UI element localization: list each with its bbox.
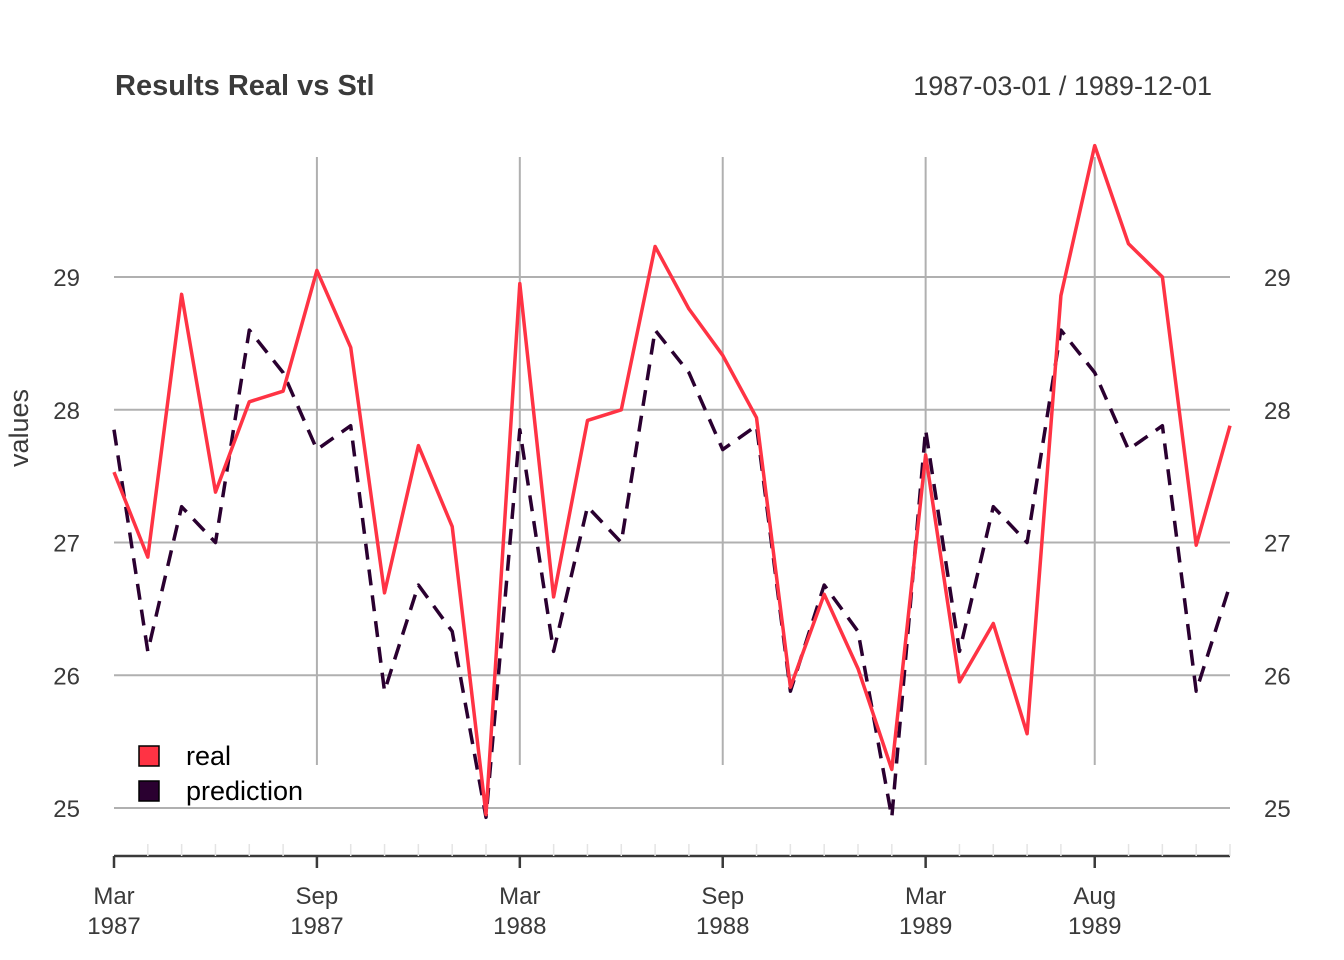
y-tick-label-left: 29	[53, 265, 80, 292]
x-tick-label-month: Aug	[1073, 883, 1116, 910]
x-tick-label-year: 1989	[1068, 913, 1121, 940]
series-line-real	[112, 143, 1232, 817]
y-tick-label-left: 26	[53, 663, 80, 690]
y-tick-label-right: 28	[1264, 398, 1291, 425]
legend: real prediction	[138, 741, 303, 806]
vertical-gridlines	[315, 157, 1096, 765]
x-axis: Mar 1987 Sep 1987 Mar 1988 Sep 1988 Mar 1989 Aug 19…	[87, 844, 1231, 940]
y-tick-label-left: 25	[53, 796, 80, 823]
x-tick-label-year: 1988	[696, 913, 749, 940]
series-layer	[112, 143, 1232, 820]
y-tick-label-left: 28	[53, 398, 80, 425]
y-tick-label-right: 25	[1264, 796, 1291, 823]
y-tick-label-left: 27	[53, 531, 80, 558]
horizontal-gridlines	[114, 276, 1230, 809]
x-tick-label-month: Mar	[499, 883, 540, 910]
legend-swatch-prediction	[138, 780, 160, 802]
date-range: 1987-03-01 / 1989-12-01	[913, 71, 1212, 101]
x-tick-label-year: 1987	[290, 913, 343, 940]
chart-title: Results Real vs Stl	[115, 70, 375, 102]
x-tick-label-month: Sep	[296, 883, 339, 910]
series-line-prediction	[112, 328, 1232, 820]
x-tick-label-month: Mar	[93, 883, 134, 910]
y-tick-label-right: 26	[1264, 663, 1291, 690]
y-axis-label: values	[4, 389, 34, 467]
legend-label-real: real	[186, 741, 231, 771]
legend-label-prediction: prediction	[186, 776, 303, 806]
x-tick-label-year: 1989	[899, 913, 952, 940]
x-tick-label-year: 1987	[87, 913, 140, 940]
x-tick-label-month: Mar	[905, 883, 946, 910]
x-tick-label-year: 1988	[493, 913, 546, 940]
legend-swatch-real	[138, 745, 160, 767]
y-tick-label-right: 27	[1264, 531, 1291, 558]
y-tick-label-right: 29	[1264, 265, 1291, 292]
x-tick-label-month: Sep	[701, 883, 744, 910]
y-tick-labels: 25 25 26 26 27 27 28 28 29 29	[53, 265, 1290, 823]
